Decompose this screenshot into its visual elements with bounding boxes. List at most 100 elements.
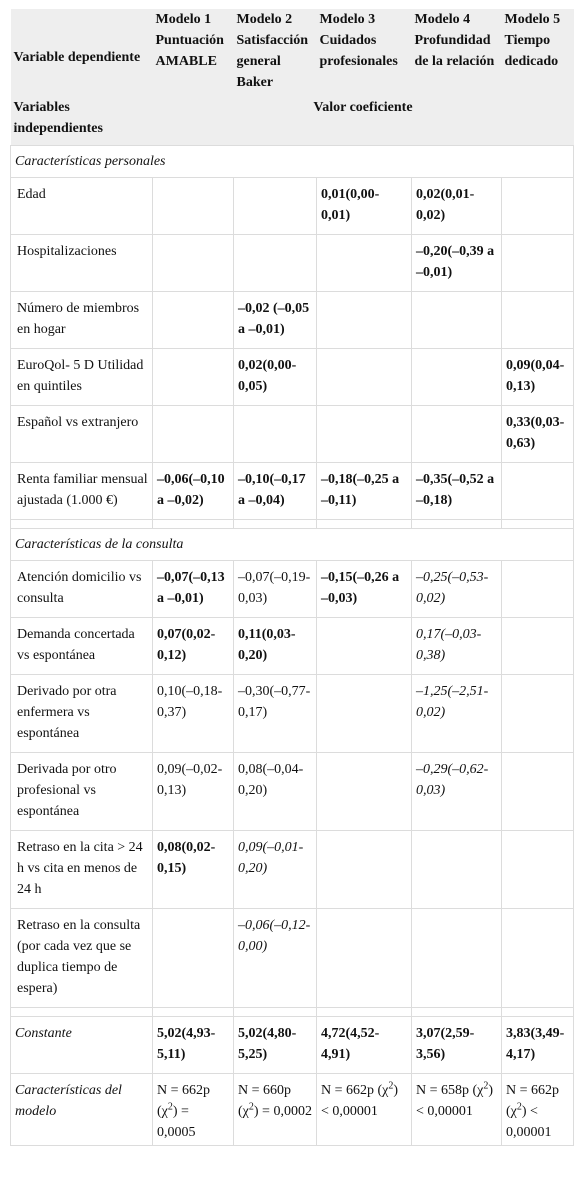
- stats-text: ) < 0,00001: [416, 1083, 494, 1119]
- model-stats-cell: N = 662p (χ2) < 0,00001: [316, 1073, 412, 1146]
- stats-superscript: 2: [516, 1101, 522, 1113]
- row-label: Constante: [10, 1016, 153, 1074]
- stats-text: ) < 0,00001: [506, 1104, 552, 1140]
- data-row: Retraso en la consulta (por cada vez que…: [10, 908, 574, 1008]
- model-name: Cuidados profesionales: [319, 33, 398, 69]
- data-row: Número de miembros en hogar –0,02 (–0,05 …: [10, 291, 574, 349]
- empty-cell: [411, 348, 502, 406]
- empty-cell: [152, 177, 234, 235]
- coefficient-cell: –0,07(–0,13 a –0,01): [152, 560, 234, 618]
- coefficient-cell: 0,01(0,00-0,01): [316, 177, 412, 235]
- empty-cell: [316, 752, 412, 831]
- row-label: Derivado por otra enfermera vs espontáne…: [10, 674, 153, 753]
- model-header: Modelo 2 Satisfacción general Baker: [233, 9, 317, 93]
- coefficient-cell: 0,09(–0,02-0,13): [152, 752, 234, 831]
- data-row: Español vs extranjero 0,33(0,03-0,63): [10, 405, 574, 463]
- empty-cell: [501, 674, 574, 753]
- spacer-cell: [152, 1007, 234, 1017]
- empty-cell: [316, 617, 412, 675]
- coefficient-cell: 0,33(0,03-0,63): [501, 405, 574, 463]
- model-number: Modelo 2: [236, 12, 293, 27]
- model-number: Modelo 4: [414, 12, 471, 27]
- row-label: Características del modelo: [10, 1073, 153, 1146]
- stats-text: ) < 0,00001: [321, 1083, 399, 1119]
- table-body: Características personales Edad 0,01(0,00-…: [10, 145, 574, 1146]
- spacer-cell: [10, 519, 153, 529]
- section-title: Características personales: [10, 145, 574, 178]
- spacer-row: [10, 1007, 574, 1017]
- coefficient-cell: 0,09(–0,01-0,20): [233, 830, 317, 909]
- stats-text: N = 658p (χ: [416, 1083, 484, 1098]
- model-stats-cell: N = 662p (χ2) = 0,0005: [152, 1073, 234, 1146]
- empty-cell: [411, 830, 502, 909]
- empty-cell: [501, 177, 574, 235]
- constant-cell: 4,72(4,52-4,91): [316, 1016, 412, 1074]
- row-label: Atención domicilio vs consulta: [10, 560, 153, 618]
- model-name: Tiempo dedicado: [504, 33, 559, 69]
- row-label: Demanda concertada vs espontánea: [10, 617, 153, 675]
- empty-cell: [316, 908, 412, 1008]
- model-number: Modelo 1: [155, 12, 212, 27]
- coefficient-cell: –0,20(–0,39 a –0,01): [411, 234, 502, 292]
- row-label: Número de miembros en hogar: [10, 291, 153, 349]
- empty-cell: [411, 405, 502, 463]
- coefficient-cell: –0,06(–0,10 a –0,02): [152, 462, 234, 520]
- empty-cell: [152, 908, 234, 1008]
- spacer-cell: [233, 519, 317, 529]
- row-label: Español vs extranjero: [10, 405, 153, 463]
- stats-text: ) = 0,0005: [157, 1104, 196, 1140]
- section-row: Características de la consulta: [10, 528, 574, 561]
- coefficient-cell: 0,02(0,01-0,02): [411, 177, 502, 235]
- row-label: Hospitalizaciones: [10, 234, 153, 292]
- spacer-cell: [501, 1007, 574, 1017]
- stats-superscript: 2: [248, 1101, 254, 1113]
- model-number: Modelo 3: [319, 12, 376, 27]
- spacer-cell: [501, 519, 574, 529]
- coefficient-cell: –0,29(–0,62-0,03): [411, 752, 502, 831]
- coefficient-cell: 0,09(0,04-0,13): [501, 348, 574, 406]
- row-label: Edad: [10, 177, 153, 235]
- spacer-row: [10, 519, 574, 529]
- empty-cell: [316, 234, 412, 292]
- data-row: Retraso en la cita > 24 h vs cita en men…: [10, 830, 574, 909]
- empty-cell: [316, 348, 412, 406]
- empty-cell: [411, 908, 502, 1008]
- stats-text: N = 660p (χ: [238, 1083, 292, 1119]
- spacer-cell: [316, 1007, 412, 1017]
- spacer-cell: [10, 1007, 153, 1017]
- coefficient-cell: –0,07(–0,19-0,03): [233, 560, 317, 618]
- model-header: Modelo 5 Tiempo dedicado: [501, 9, 574, 93]
- dependent-label: Variable dependiente: [10, 9, 153, 93]
- empty-cell: [501, 830, 574, 909]
- stats-superscript: 2: [388, 1080, 394, 1092]
- data-row: Hospitalizaciones –0,20(–0,39 a –0,01): [10, 234, 574, 292]
- row-label: EuroQol- 5 D Utilidad en quintiles: [10, 348, 153, 406]
- section-row: Características personales: [10, 145, 574, 178]
- model-stats-row: Características del modelo N = 662p (χ2) …: [10, 1073, 574, 1146]
- coefficient-cell: 0,08(0,02-0,15): [152, 830, 234, 909]
- empty-cell: [501, 462, 574, 520]
- coefficient-cell: 0,07(0,02-0,12): [152, 617, 234, 675]
- coefficient-cell: –0,15(–0,26 a –0,03): [316, 560, 412, 618]
- empty-cell: [233, 234, 317, 292]
- empty-cell: [316, 830, 412, 909]
- model-name: Satisfacción general Baker: [236, 33, 309, 90]
- model-header: Modelo 1 Puntuación AMABLE: [152, 9, 234, 93]
- stats-text: ) = 0,0002: [253, 1104, 312, 1119]
- row-label: Retraso en la consulta (por cada vez que…: [10, 908, 153, 1008]
- spacer-cell: [411, 519, 502, 529]
- stats-superscript: 2: [483, 1080, 489, 1092]
- constant-cell: 3,07(2,59-3,56): [411, 1016, 502, 1074]
- empty-cell: [501, 560, 574, 618]
- coefficient-cell: 0,10(–0,18-0,37): [152, 674, 234, 753]
- model-header: Modelo 4 Profundidad de la relación: [411, 9, 502, 93]
- coefficient-cell: –0,10(–0,17 a –0,04): [233, 462, 317, 520]
- coefficient-cell: 0,08(–0,04-0,20): [233, 752, 317, 831]
- results-table: Variable dependiente Modelo 1 Puntuación A…: [10, 9, 574, 1146]
- spacer-cell: [411, 1007, 502, 1017]
- data-row: Derivado por otra enfermera vs espontáne…: [10, 674, 574, 753]
- header-row: Variables independientes Valor coeficient…: [10, 93, 574, 146]
- empty-cell: [501, 752, 574, 831]
- independent-label: Variables independientes: [10, 93, 153, 146]
